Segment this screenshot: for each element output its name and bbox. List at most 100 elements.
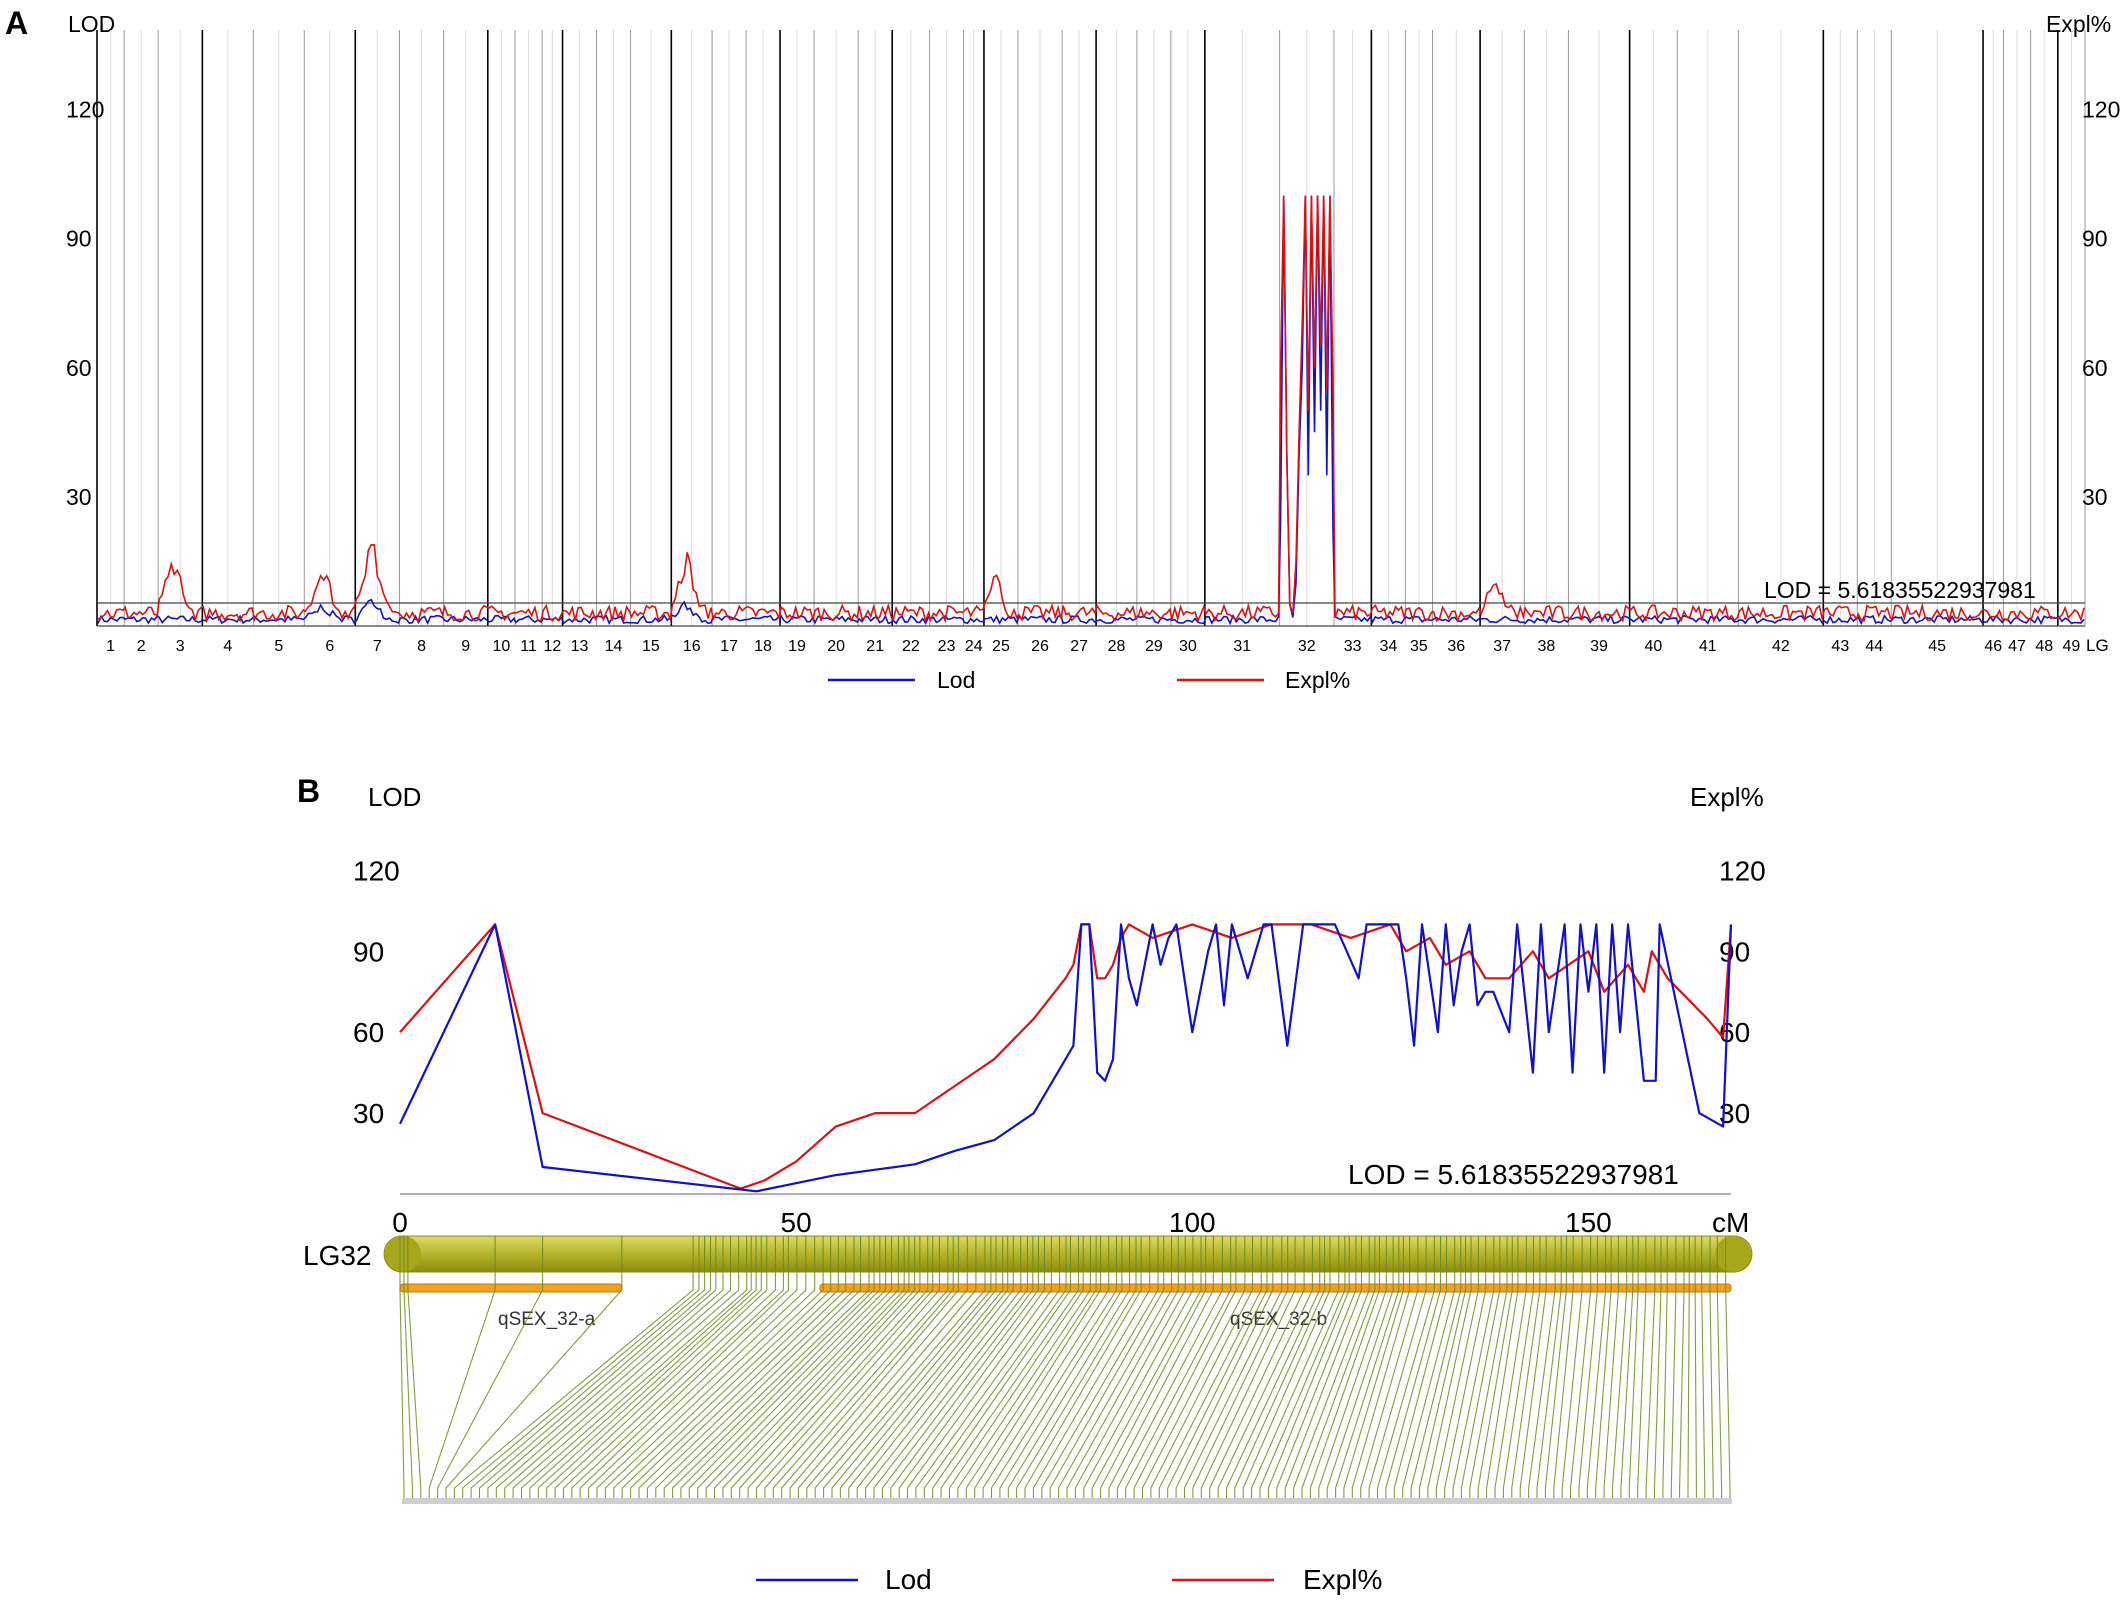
panel-b-x-tick-label: 100	[1169, 1207, 1216, 1238]
marker-link	[940, 1272, 1080, 1500]
marker-link	[713, 1272, 905, 1500]
marker-link	[1225, 1272, 1321, 1500]
lg-label: 20	[827, 638, 845, 655]
lg-label: 8	[417, 638, 426, 655]
marker-link	[1217, 1272, 1313, 1500]
marker-link	[1058, 1272, 1173, 1500]
panel-b-lod-line	[399, 923, 1733, 1193]
marker-link	[856, 1272, 1014, 1500]
panel-a-right-tick-label: 30	[2082, 484, 2108, 510]
lg-label: 23	[938, 638, 956, 655]
lg-label: 24	[965, 638, 983, 655]
marker-link	[504, 1272, 732, 1500]
panel-b-left-tick-label: 120	[353, 855, 400, 886]
lg-label: 5	[274, 638, 283, 655]
marker-link	[1167, 1272, 1268, 1500]
marker-link	[588, 1272, 798, 1500]
marker-link	[739, 1272, 921, 1500]
lg-label: 40	[1645, 638, 1663, 655]
lg-label: 14	[605, 638, 623, 655]
lg-label: 44	[1865, 638, 1883, 655]
lg-label: 31	[1233, 638, 1251, 655]
lg-label: 28	[1108, 638, 1126, 655]
panel-a-right-ticks: 30 60 90 120	[2082, 97, 2120, 510]
qtl-label: qSEX_32-a	[498, 1309, 596, 1330]
lg-label: 25	[992, 638, 1010, 655]
marker-link	[1351, 1272, 1411, 1500]
marker-link	[1595, 1272, 1612, 1500]
marker-link	[1716, 1272, 1723, 1500]
marker-link	[755, 1272, 934, 1500]
marker-link	[1553, 1272, 1574, 1500]
lg-label: 29	[1145, 638, 1163, 655]
marker-link	[1116, 1272, 1223, 1500]
panel-b-lg-label: LG32	[303, 1240, 372, 1271]
lg-label: 49	[2063, 638, 2081, 655]
marker-link	[487, 1272, 717, 1500]
panel-a-lg-axis-label: LG	[2086, 636, 2109, 655]
panel-a-expl-line	[97, 195, 2085, 624]
panel-b-x-unit: cM	[1712, 1207, 1749, 1238]
lg-label: 19	[788, 638, 806, 655]
marker-link	[1259, 1272, 1346, 1500]
marker-link	[764, 1272, 940, 1500]
lg-label: 18	[754, 638, 772, 655]
qtl-bar	[819, 1283, 1732, 1293]
panel-b-right-tick-label: 120	[1719, 855, 1766, 886]
marker-link	[1561, 1272, 1583, 1500]
panel-a-series	[97, 195, 2085, 626]
lg-label: 11	[520, 638, 537, 655]
marker-link	[621, 1272, 832, 1500]
panel-a-left-tick-label: 90	[66, 226, 92, 252]
panel-a-letter: A	[5, 5, 28, 41]
marker-link	[1326, 1272, 1394, 1500]
marker-link	[957, 1272, 1091, 1500]
panel-a-legend-lod: Lod	[937, 667, 975, 693]
marker-link	[990, 1272, 1118, 1500]
marker-link	[1335, 1272, 1400, 1500]
marker-link	[571, 1272, 784, 1500]
marker-link	[428, 1272, 496, 1500]
marker-link	[1368, 1272, 1427, 1500]
lg-label: 33	[1344, 638, 1362, 655]
panel-a-lod-line	[97, 195, 2085, 626]
marker-link	[1251, 1272, 1340, 1500]
lg-label: 38	[1537, 638, 1555, 655]
marker-name-strip	[402, 1498, 1732, 1504]
marker-link	[1486, 1272, 1519, 1500]
marker-link	[1620, 1272, 1634, 1500]
panel-a-left-ticks: 30 60 90 120	[66, 97, 104, 510]
panel-b-left-axis-label: LOD	[368, 782, 421, 812]
marker-link	[772, 1272, 949, 1500]
marker-link	[1100, 1272, 1207, 1500]
lg-label: 46	[1984, 638, 2002, 655]
panel-b-left-tick-label: 60	[353, 1017, 384, 1048]
marker-link	[1402, 1272, 1456, 1500]
marker-link	[1701, 1272, 1706, 1500]
marker-link	[1586, 1272, 1607, 1500]
marker-link	[1528, 1272, 1556, 1500]
panel-b-letter: B	[297, 773, 320, 809]
lg-label: 47	[2008, 638, 2026, 655]
marker-link	[1108, 1272, 1214, 1500]
marker-link	[1007, 1272, 1131, 1500]
lg-label: 27	[1070, 638, 1088, 655]
marker-link	[688, 1272, 887, 1500]
lg-label: 30	[1179, 638, 1197, 655]
marker-link	[1410, 1272, 1462, 1500]
lg-label: 32	[1298, 638, 1316, 655]
qtl-label: qSEX_32-b	[1230, 1309, 1327, 1330]
marker-link	[1192, 1272, 1289, 1500]
lg-label: 2	[137, 638, 146, 655]
marker-link	[1276, 1272, 1357, 1500]
marker-link	[948, 1272, 1084, 1500]
panel-b-left-tick-label: 30	[353, 1098, 384, 1129]
marker-link	[747, 1272, 929, 1500]
marker-link	[823, 1272, 992, 1500]
marker-link	[680, 1272, 881, 1500]
marker-link	[1653, 1272, 1662, 1500]
marker-link	[1150, 1272, 1254, 1500]
marker-link	[1016, 1272, 1137, 1500]
